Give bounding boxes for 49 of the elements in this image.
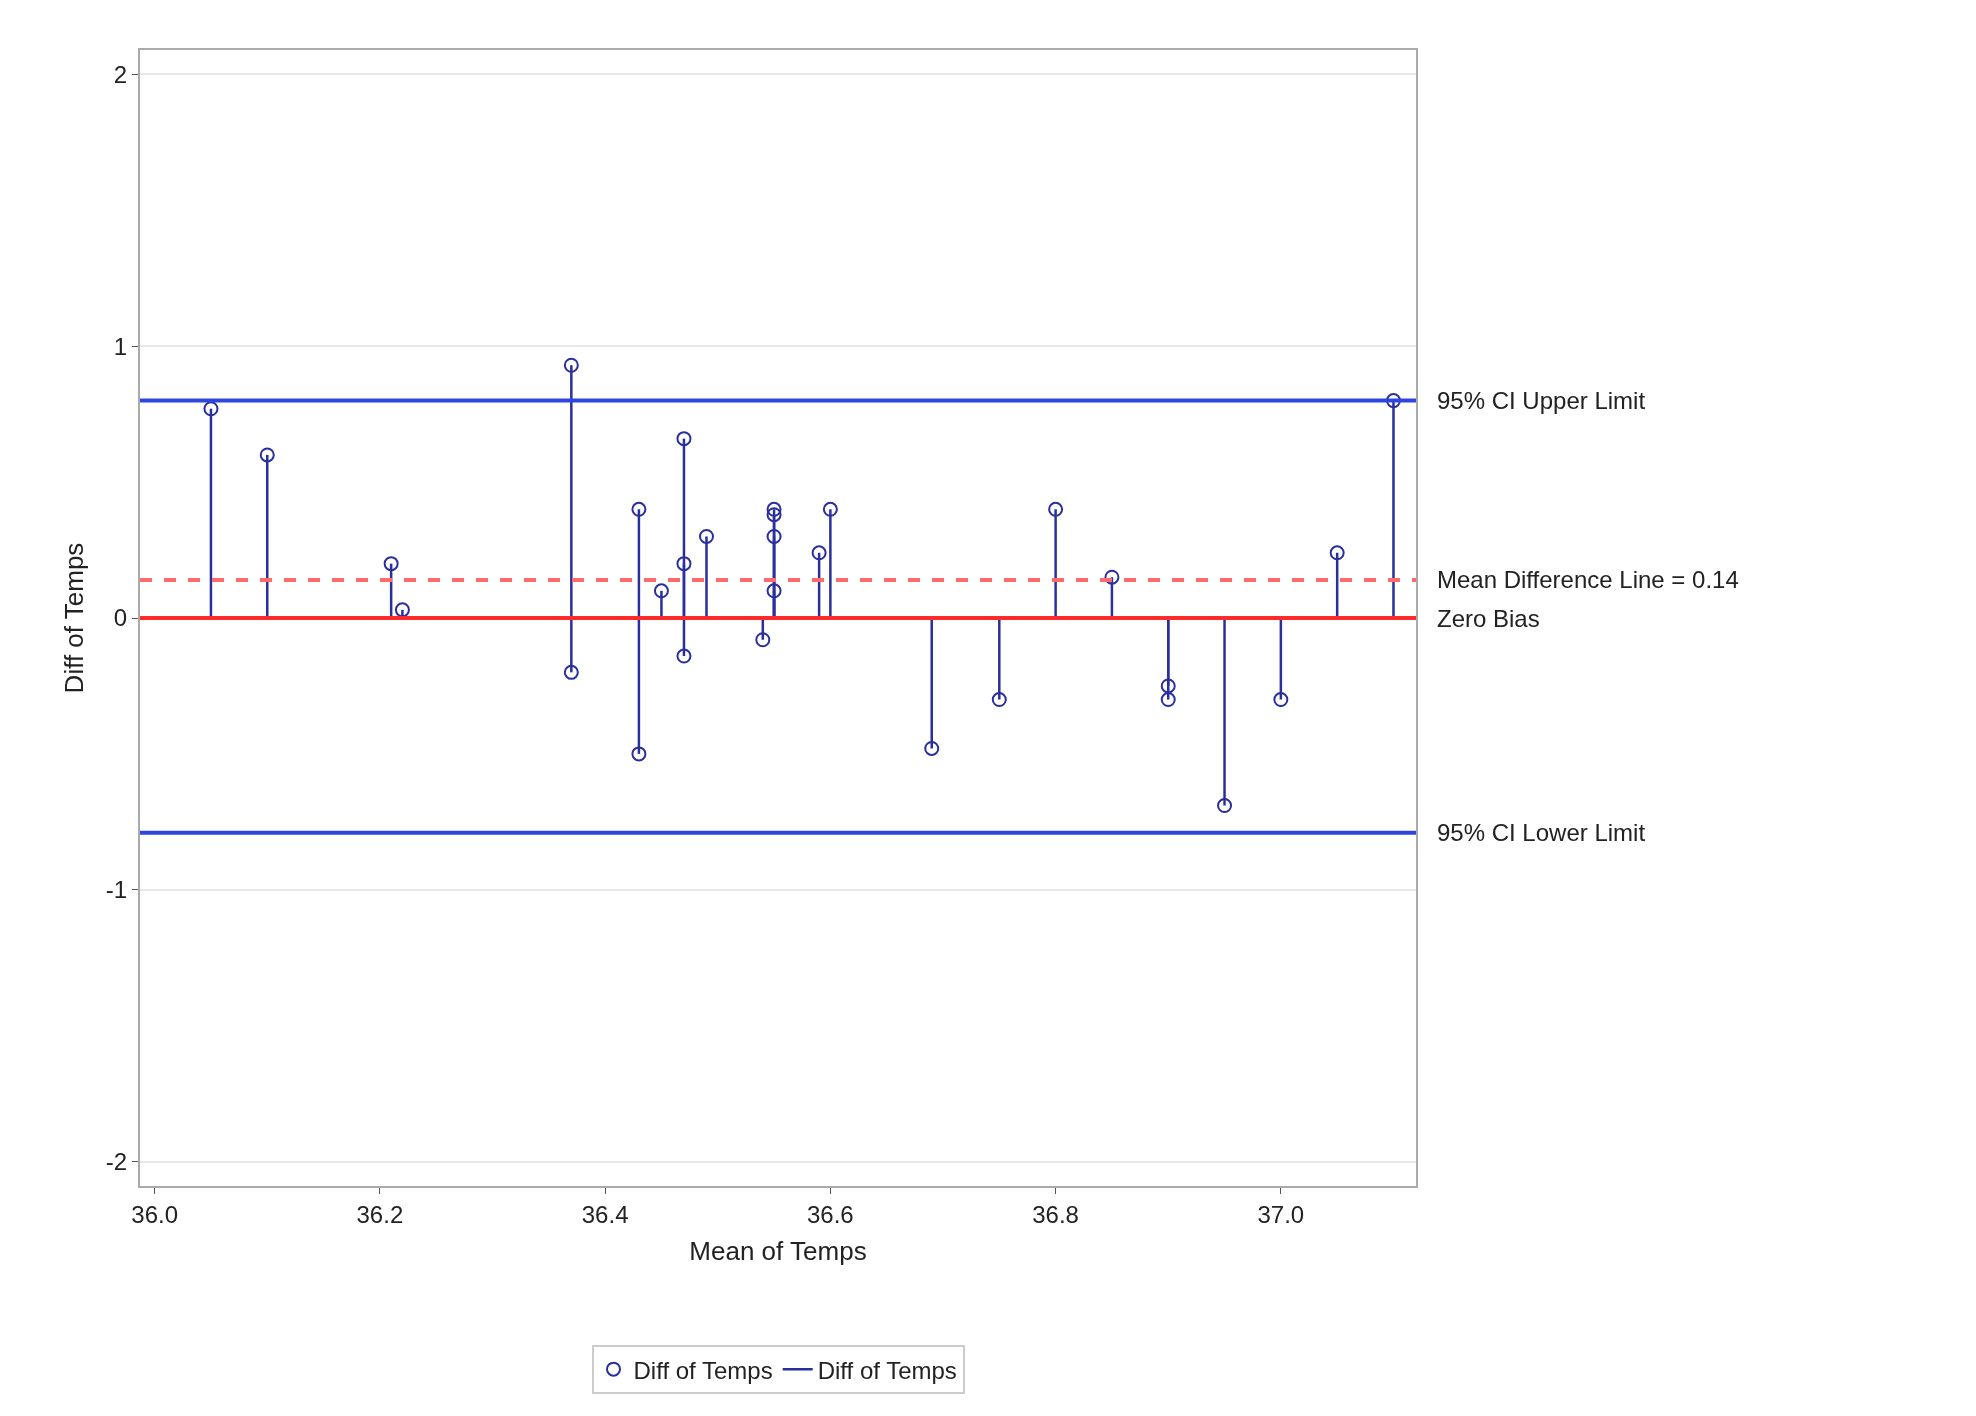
point xyxy=(991,692,1007,708)
x-tick-label: 36.0 xyxy=(131,1200,178,1228)
y-axis-title: Diff of Temps xyxy=(58,542,89,694)
point xyxy=(822,501,838,517)
y-tick-label: 2 xyxy=(113,60,128,88)
point xyxy=(1160,678,1176,694)
point xyxy=(394,602,410,618)
x-tick-label: 36.4 xyxy=(581,1200,629,1228)
point xyxy=(699,528,714,544)
point xyxy=(676,431,692,447)
text: Diff of Temps xyxy=(817,1356,957,1384)
point xyxy=(924,740,940,756)
point xyxy=(766,501,782,517)
x-tick-label: 37.0 xyxy=(1257,1200,1305,1228)
point xyxy=(563,357,579,373)
point xyxy=(383,556,399,572)
point xyxy=(1160,692,1176,708)
point xyxy=(755,632,771,648)
x-axis-title: Mean of Temps xyxy=(689,1236,867,1266)
point xyxy=(1329,545,1345,561)
ref-line-label: Mean Difference Line = 0.14 xyxy=(1437,566,1739,593)
point xyxy=(766,583,782,599)
point xyxy=(811,545,827,561)
x-tick-label: 36.2 xyxy=(356,1200,404,1228)
point xyxy=(1104,569,1120,585)
y-tick-label: 1 xyxy=(113,332,128,360)
point xyxy=(563,664,579,680)
x-tick-label: 36.6 xyxy=(807,1200,854,1228)
point xyxy=(631,746,647,762)
x-tick-label: 36.8 xyxy=(1032,1200,1079,1228)
point xyxy=(653,583,669,599)
point xyxy=(631,501,647,517)
ref-line-label: Zero Bias xyxy=(1437,605,1540,632)
point xyxy=(259,447,275,463)
legend-label: Diff of Temps xyxy=(633,1356,773,1384)
point xyxy=(1273,692,1289,708)
point xyxy=(1048,501,1064,517)
point xyxy=(1385,393,1401,409)
point xyxy=(1217,798,1233,814)
point xyxy=(766,507,782,523)
point xyxy=(676,648,692,664)
point xyxy=(676,556,692,572)
ref-line-label: 95% CI Lower Limit xyxy=(1437,819,1646,846)
point xyxy=(766,528,782,544)
point xyxy=(203,401,219,417)
y-tick-label: -1 xyxy=(105,876,128,904)
y-tick-label: 0 xyxy=(113,604,128,632)
ref-line-label: 95% CI Upper Limit xyxy=(1437,387,1646,414)
y-tick-label: -2 xyxy=(105,1147,128,1175)
